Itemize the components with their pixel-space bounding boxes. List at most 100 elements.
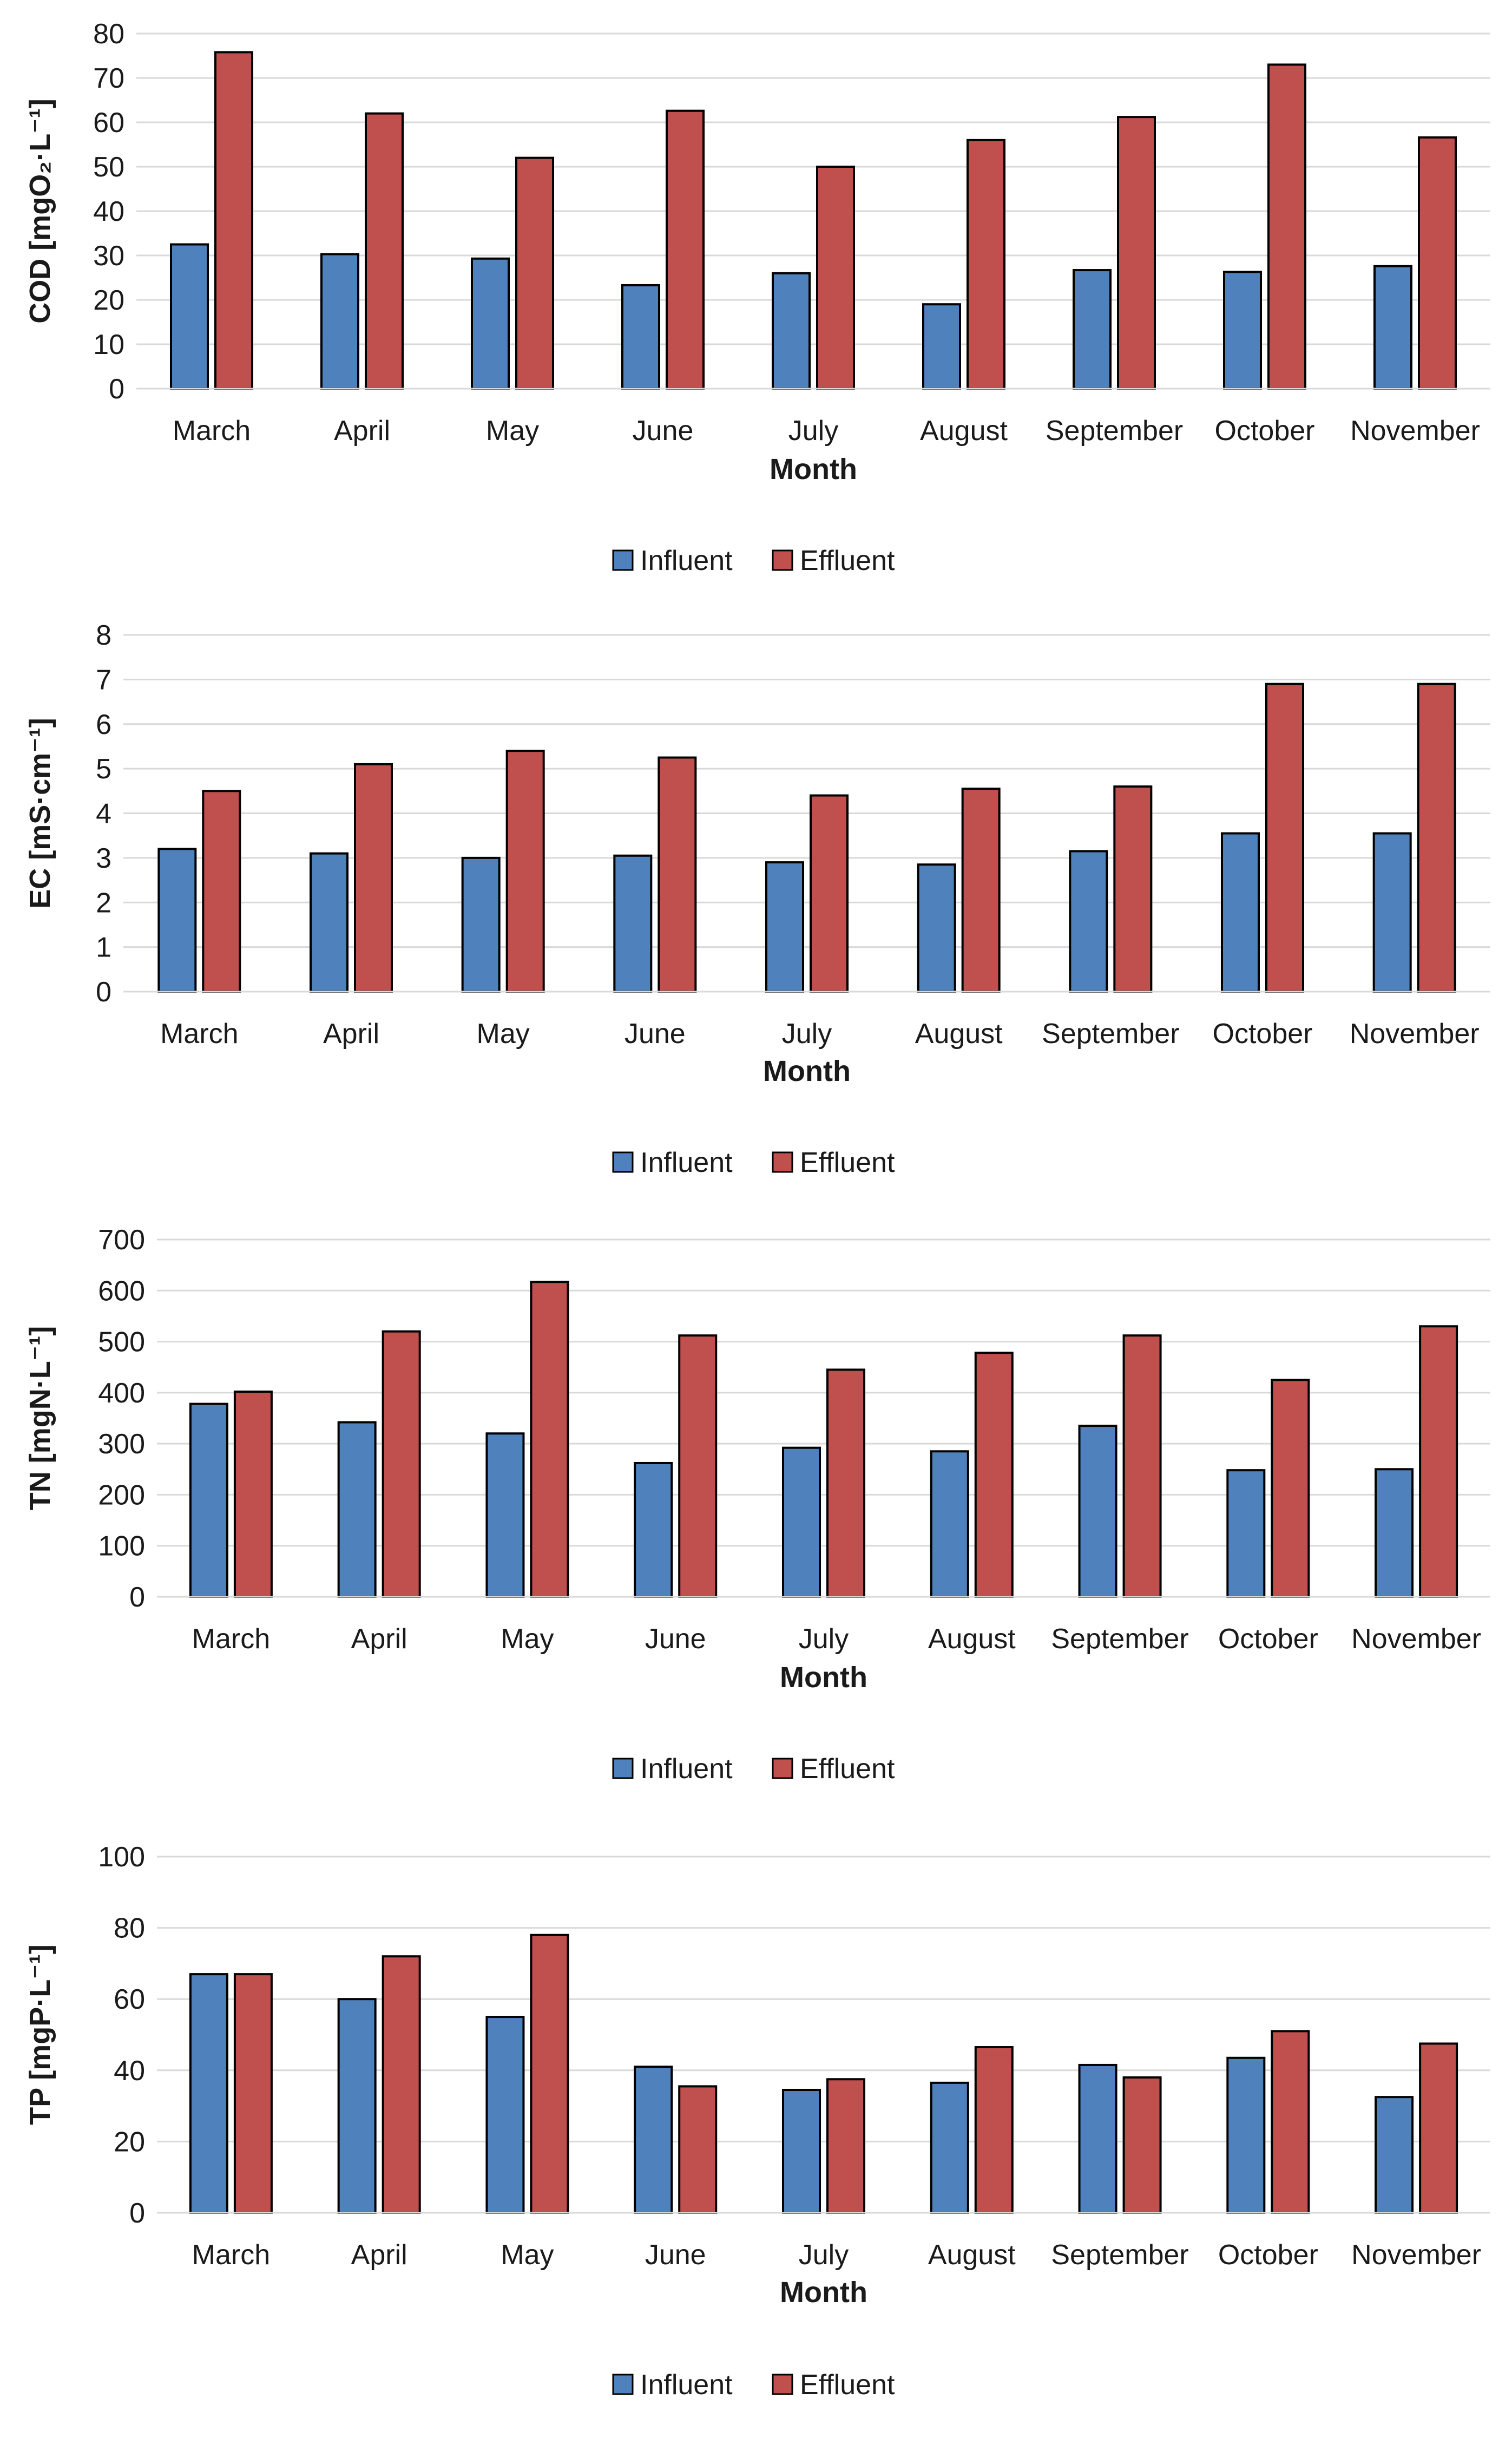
y-tick-label: 100 (98, 1841, 145, 1873)
bar-influent-september (1073, 269, 1112, 390)
legend-label: Influent (640, 1753, 733, 1785)
bar-effluent-november (1418, 136, 1457, 390)
y-tick-label: 500 (98, 1327, 145, 1358)
bar-effluent-march (214, 51, 253, 390)
x-tick-label: August (928, 1623, 1016, 1655)
x-axis-title: Month (780, 1661, 867, 1694)
bar-effluent-april (354, 763, 393, 993)
x-tick-label: September (1046, 415, 1183, 447)
bar-effluent-october (1265, 683, 1304, 993)
legend-label: Influent (640, 545, 733, 576)
bar-influent-november (1372, 832, 1412, 993)
x-tick-label: March (160, 1018, 238, 1050)
bar-influent-august (917, 863, 956, 993)
bar-influent-march (189, 1973, 228, 2214)
y-tick-label: 3 (96, 843, 111, 874)
bar-effluent-march (233, 1390, 273, 1598)
bar-influent-august (922, 303, 961, 390)
bar-effluent-april (382, 1330, 421, 1598)
y-tick-label: 5 (96, 753, 111, 785)
bar-effluent-june (666, 109, 705, 390)
x-tick-label: May (501, 1623, 554, 1655)
bar-influent-september (1078, 1425, 1117, 1598)
x-tick-label: July (782, 1018, 832, 1050)
bar-effluent-july (816, 166, 855, 390)
y-tick-label: 30 (93, 240, 124, 272)
y-tick-label: 0 (109, 373, 124, 405)
bar-influent-march (157, 848, 197, 993)
bar-effluent-april (382, 1955, 421, 2214)
x-tick-label: May (501, 2239, 554, 2271)
x-tick-label: July (799, 2239, 849, 2271)
x-axis-title: Month (780, 2276, 867, 2309)
bar-influent-may (461, 856, 501, 993)
legend: Influent Effluent (612, 2369, 895, 2401)
bar-influent-july (782, 1446, 821, 1598)
x-tick-label: November (1350, 1018, 1480, 1050)
x-tick-label: June (645, 2239, 706, 2271)
y-tick-label: 0 (129, 1582, 145, 1613)
bar-influent-november (1373, 265, 1412, 390)
legend: Influent Effluent (612, 1147, 895, 1178)
y-tick-label: 300 (98, 1428, 145, 1460)
legend-label: Influent (640, 2369, 733, 2401)
bar-influent-march (189, 1402, 228, 1598)
legend-label: Effluent (800, 1753, 895, 1785)
y-axis-title: TP [mgP·L⁻¹] (24, 1944, 56, 2125)
bar-effluent-september (1122, 2076, 1162, 2214)
x-tick-label: September (1042, 1018, 1179, 1050)
x-tick-label: August (915, 1018, 1003, 1050)
bar-influent-october (1221, 832, 1260, 993)
bar-influent-july (772, 272, 811, 390)
x-tick-label: April (334, 415, 390, 447)
x-tick-label: May (477, 1018, 530, 1050)
bar-influent-june (613, 854, 653, 993)
bar-effluent-august (961, 788, 1001, 993)
y-tick-label: 40 (93, 196, 124, 227)
bar-influent-june (634, 1461, 673, 1598)
y-tick-label: 0 (96, 976, 111, 1008)
legend-swatch-influent (612, 2374, 634, 2395)
bar-influent-september (1078, 2063, 1117, 2214)
bar-influent-june (634, 2066, 673, 2214)
y-tick-label: 6 (96, 709, 111, 740)
bar-effluent-november (1419, 1325, 1458, 1598)
bar-effluent-august (974, 1352, 1014, 1598)
chart-tp: 0 20 40 60 80 100 March April May June July August S… (24, 1841, 1490, 2401)
bar-effluent-june (678, 1334, 718, 1598)
bar-influent-april (310, 852, 349, 993)
x-tick-label: March (192, 2239, 270, 2271)
y-tick-label: 80 (114, 1913, 145, 1944)
legend-swatch-effluent (772, 1151, 793, 1173)
x-tick-label: June (624, 1018, 686, 1050)
bar-effluent-september (1122, 1334, 1162, 1598)
chart-cod: 0 10 20 30 40 50 60 70 80 March April May June July Au… (24, 18, 1490, 576)
x-tick-label: November (1351, 2239, 1481, 2271)
x-tick-label: April (323, 1018, 379, 1050)
bar-effluent-november (1419, 2042, 1458, 2214)
y-tick-label: 0 (129, 2198, 145, 2229)
y-tick-label: 700 (98, 1224, 145, 1256)
y-tick-label: 8 (96, 620, 111, 651)
bar-influent-august (930, 2081, 969, 2214)
y-tick-label: 20 (93, 285, 124, 316)
legend-swatch-effluent (772, 2374, 793, 2395)
bar-effluent-may (530, 1933, 569, 2214)
x-tick-label: March (192, 1623, 270, 1655)
y-axis-title: COD [mgO₂·L⁻¹] (24, 99, 56, 323)
bar-effluent-september (1113, 785, 1153, 993)
bar-influent-july (765, 861, 804, 993)
bar-influent-october (1226, 2056, 1266, 2214)
bar-influent-october (1226, 1469, 1266, 1598)
bar-effluent-june (658, 756, 697, 993)
chart-ec: 0 1 2 3 4 5 6 7 8 March April May June July August Sept… (24, 620, 1490, 1178)
bar-effluent-march (233, 1973, 273, 2214)
bar-effluent-april (365, 112, 404, 390)
x-tick-label: September (1051, 1623, 1188, 1655)
y-tick-label: 80 (93, 18, 124, 50)
y-axis-title: TN [mgN·L⁻¹] (24, 1326, 56, 1510)
legend-label: Influent (640, 1147, 733, 1178)
x-tick-label: July (799, 1623, 849, 1655)
y-tick-label: 60 (114, 1984, 145, 2015)
